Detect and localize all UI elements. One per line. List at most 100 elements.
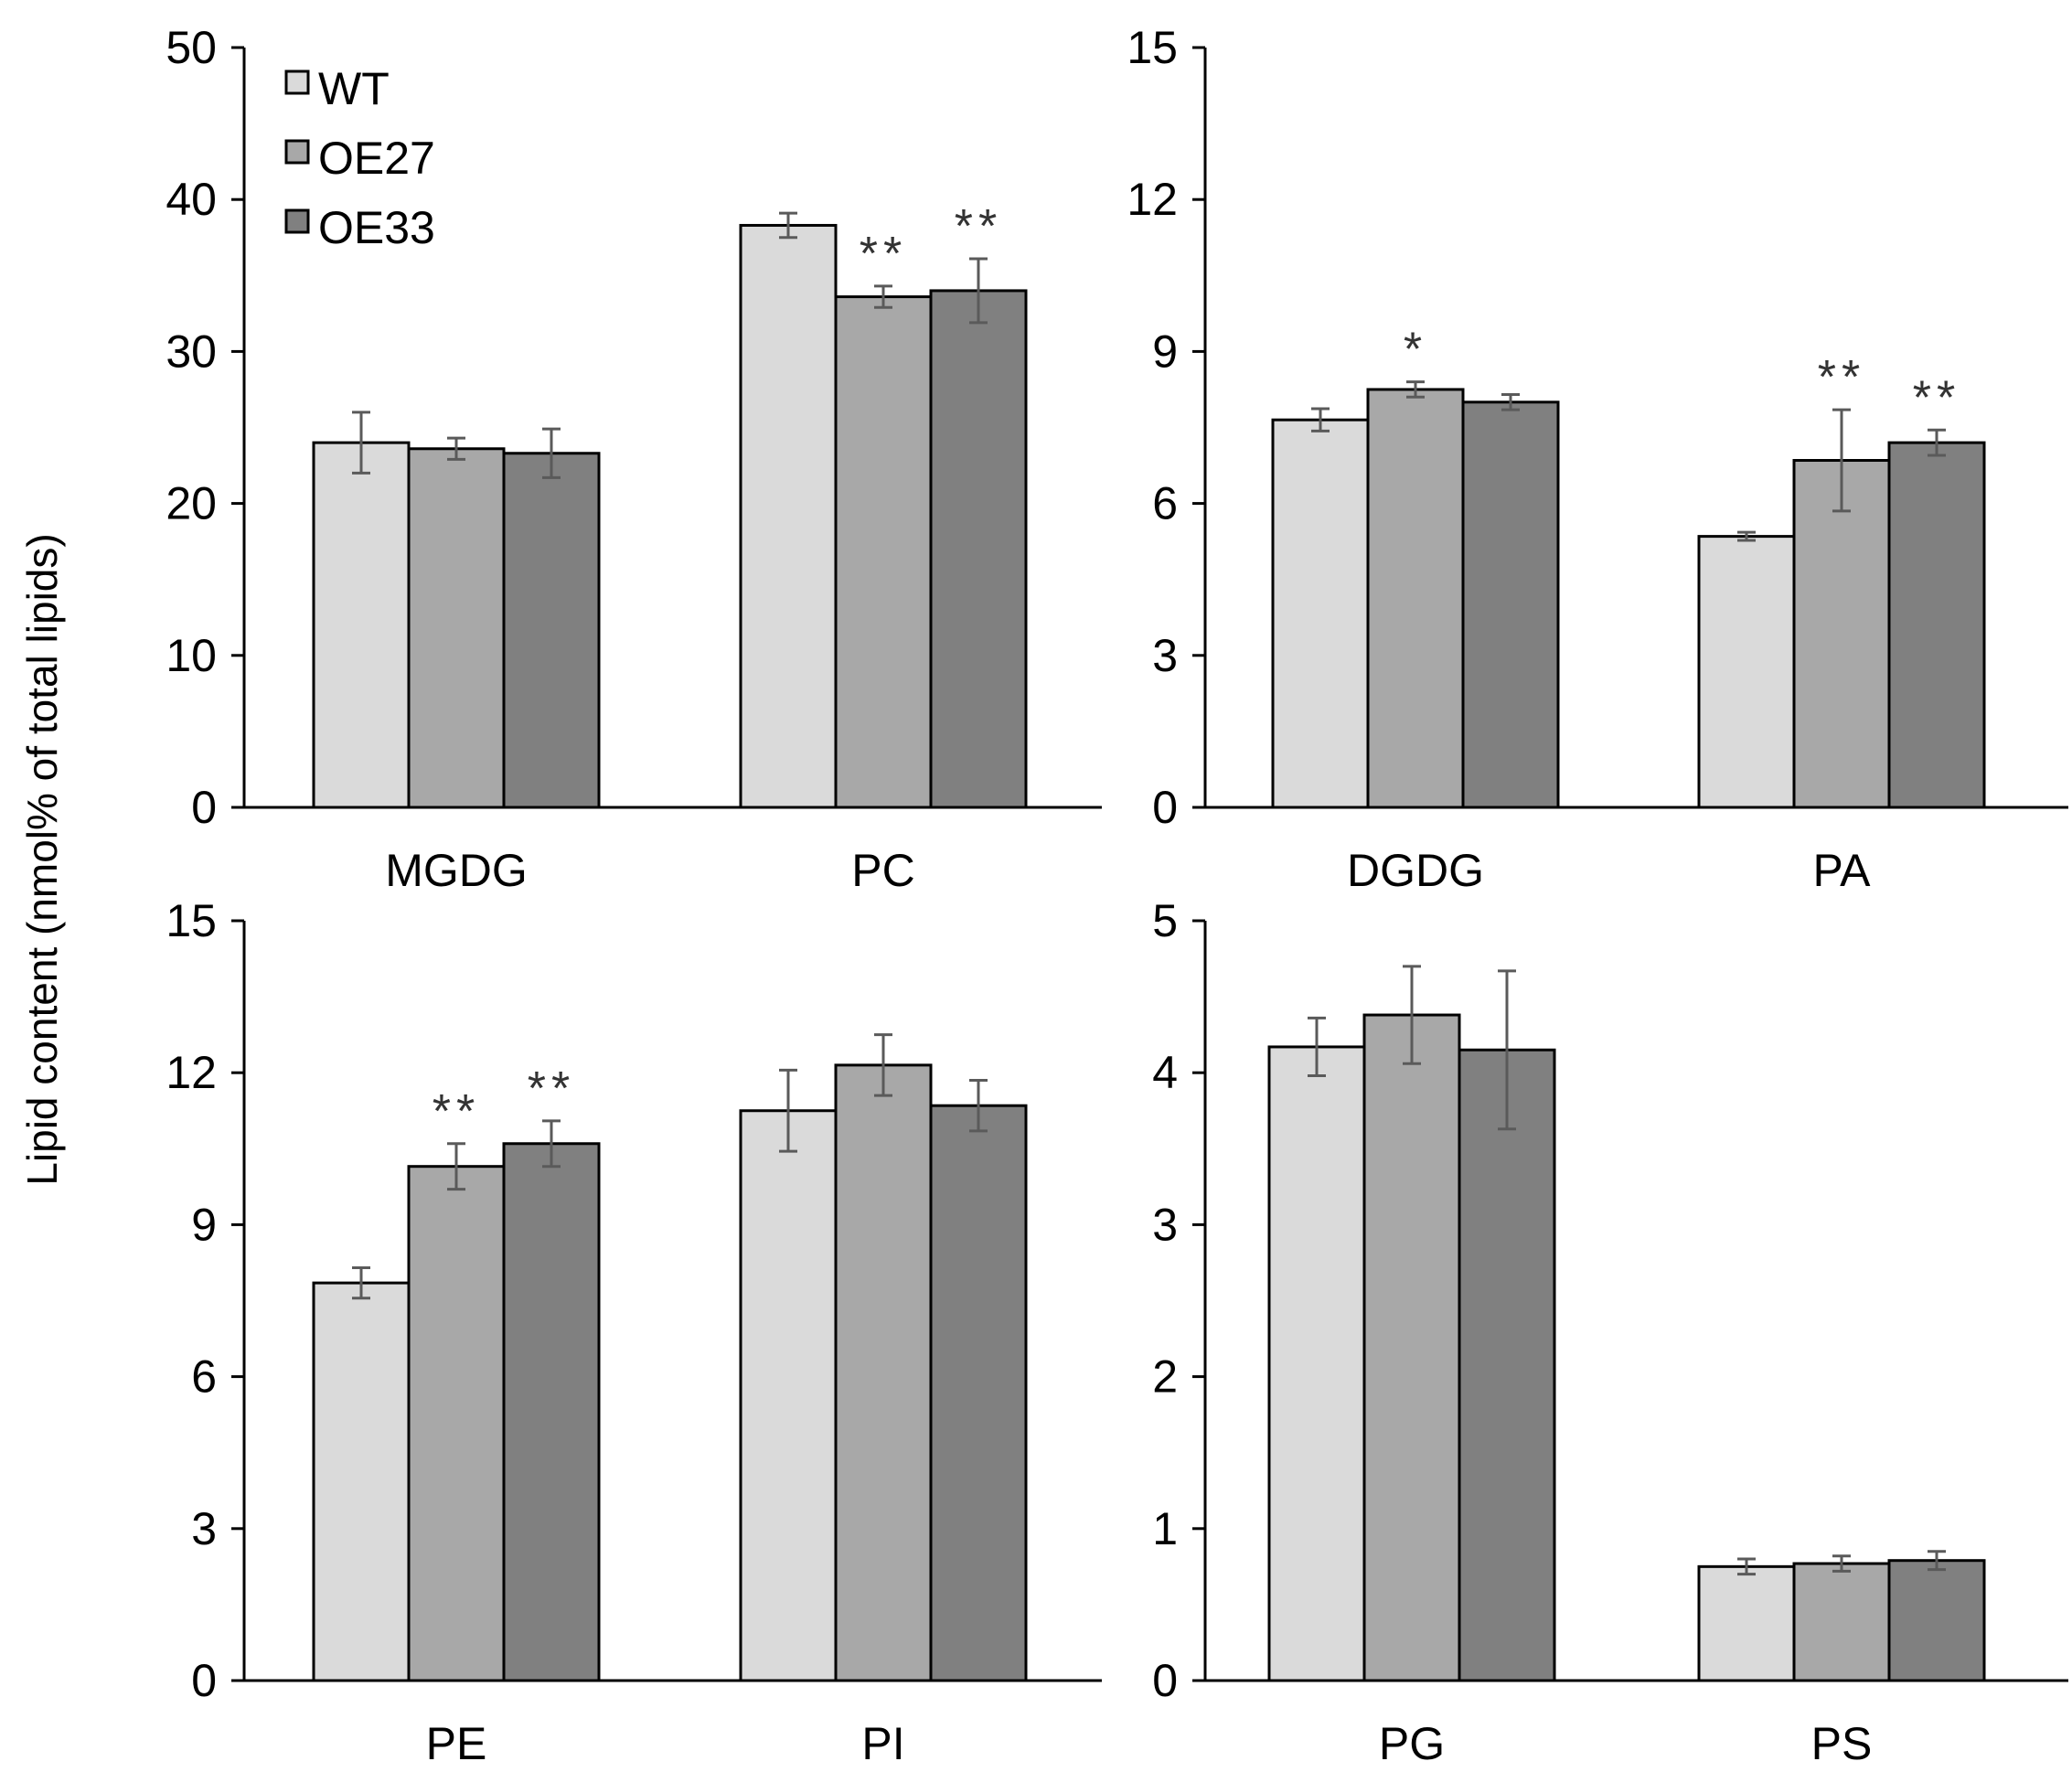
error-bar bbox=[1737, 1557, 1756, 1576]
y-tick-label: 9 bbox=[1152, 326, 1178, 377]
error-bar bbox=[1832, 1554, 1851, 1573]
y-tick-label: 1 bbox=[1152, 1503, 1178, 1554]
bar-wt-ps bbox=[1697, 1564, 1796, 1682]
y-tick-label: 50 bbox=[166, 22, 217, 73]
category-label-pi: PI bbox=[861, 1718, 904, 1769]
error-bar bbox=[447, 436, 465, 461]
bar-oe33-ps bbox=[1887, 1559, 1986, 1682]
category-label-ps: PS bbox=[1811, 1718, 1873, 1769]
error-bar bbox=[1501, 392, 1520, 411]
bar-wt-pa bbox=[1697, 535, 1796, 809]
error-bar bbox=[779, 211, 797, 240]
error-bar bbox=[779, 1068, 797, 1153]
bar-oe33-pg bbox=[1458, 1048, 1556, 1682]
error-bar bbox=[1737, 530, 1756, 542]
error-bar bbox=[969, 257, 988, 325]
y-tick-label: 4 bbox=[1152, 1047, 1178, 1098]
bar-oe27-ps bbox=[1792, 1562, 1891, 1682]
bar-wt-mgdg bbox=[312, 441, 411, 809]
error-bar bbox=[1928, 1550, 1946, 1572]
error-bar bbox=[1928, 428, 1946, 457]
bar-oe33-pa bbox=[1887, 441, 1986, 809]
bar-oe27-pc bbox=[834, 295, 933, 809]
y-tick-label: 5 bbox=[1152, 895, 1178, 946]
legend-label: WT bbox=[318, 63, 390, 114]
bar-wt-pg bbox=[1267, 1045, 1366, 1682]
y-tick-label: 20 bbox=[166, 478, 217, 529]
bar-oe27-pg bbox=[1362, 1013, 1461, 1682]
error-bar bbox=[447, 1142, 465, 1191]
significance-mark: * bbox=[1404, 324, 1427, 377]
bar-oe27-dgdg bbox=[1366, 388, 1465, 809]
y-tick-label: 12 bbox=[1127, 174, 1178, 225]
y-tick-label: 0 bbox=[191, 782, 217, 833]
y-axis-label: Lipid content (nmol% of total lipids) bbox=[18, 533, 66, 1185]
category-label-pc: PC bbox=[851, 845, 914, 896]
bar-oe27-pe bbox=[407, 1165, 506, 1682]
legend-item-oe27: OE27 bbox=[284, 133, 435, 184]
bar-wt-pi bbox=[739, 1109, 838, 1682]
bar-oe27-pi bbox=[834, 1063, 933, 1682]
error-bar bbox=[874, 284, 892, 309]
y-tick-label: 40 bbox=[166, 174, 217, 225]
error-bar bbox=[1308, 1016, 1326, 1078]
significance-mark: ** bbox=[1818, 351, 1865, 404]
significance-mark: ** bbox=[433, 1085, 480, 1138]
significance-mark: ** bbox=[955, 200, 1002, 253]
significance-mark: ** bbox=[860, 228, 907, 281]
chart-panel-bottom-left: 0 3 6 9 12 15 ** ** PE PI bbox=[166, 895, 1102, 1769]
legend-item-oe33: OE33 bbox=[284, 202, 435, 253]
bar-oe33-pi bbox=[929, 1104, 1028, 1682]
y-tick-label: 30 bbox=[166, 326, 217, 377]
category-label-pa: PA bbox=[1813, 845, 1872, 896]
y-tick-label: 12 bbox=[166, 1047, 217, 1098]
bar-wt-pe bbox=[312, 1281, 411, 1682]
y-tick-label: 0 bbox=[1152, 1655, 1178, 1706]
category-label-dgdg: DGDG bbox=[1347, 845, 1484, 896]
error-bar bbox=[1311, 407, 1330, 432]
bar-wt-pc bbox=[739, 223, 838, 809]
bar-oe27-mgdg bbox=[407, 447, 506, 809]
error-bar bbox=[352, 1265, 370, 1300]
bar-oe33-mgdg bbox=[502, 452, 601, 809]
legend-item-wt: WT bbox=[284, 63, 390, 114]
chart-panel-bottom-right: 0 1 2 3 4 5 PG PS bbox=[1152, 895, 2068, 1769]
error-bar bbox=[1406, 380, 1425, 399]
error-bar bbox=[542, 1119, 561, 1169]
bar-oe33-pc bbox=[929, 289, 1028, 809]
y-tick-label: 6 bbox=[191, 1351, 217, 1403]
significance-mark: ** bbox=[1913, 371, 1960, 424]
bar-oe33-pe bbox=[502, 1142, 601, 1682]
error-bar bbox=[1403, 965, 1421, 1065]
legend-swatch bbox=[284, 208, 310, 234]
y-tick-label: 3 bbox=[1152, 630, 1178, 681]
significance-mark: ** bbox=[528, 1062, 575, 1116]
bar-wt-dgdg bbox=[1271, 418, 1370, 809]
bar-oe33-dgdg bbox=[1461, 400, 1560, 809]
chart-panel-top-right: 0 3 6 9 12 15 * DGDG ** ** PA bbox=[1127, 22, 2068, 896]
error-bar bbox=[969, 1079, 988, 1133]
error-bar bbox=[542, 427, 561, 479]
category-label-mgdg: MGDG bbox=[385, 845, 528, 896]
y-tick-label: 6 bbox=[1152, 478, 1178, 529]
bar-oe27-pa bbox=[1792, 459, 1891, 809]
legend-label: OE33 bbox=[318, 202, 435, 253]
y-tick-label: 2 bbox=[1152, 1351, 1178, 1403]
y-tick-label: 0 bbox=[1152, 782, 1178, 833]
legend-label: OE27 bbox=[318, 133, 435, 184]
category-label-pg: PG bbox=[1379, 1718, 1445, 1769]
error-bar bbox=[352, 411, 370, 475]
legend: WT OE27 OE33 bbox=[284, 63, 435, 253]
y-tick-label: 15 bbox=[1127, 22, 1178, 73]
legend-swatch bbox=[284, 139, 310, 165]
category-label-pe: PE bbox=[426, 1718, 487, 1769]
y-tick-label: 15 bbox=[166, 895, 217, 946]
error-bar bbox=[1832, 408, 1851, 513]
chart-panel-top-left: 0 10 20 30 40 50 MGDG ** ** PC bbox=[166, 22, 1102, 896]
y-tick-label: 10 bbox=[166, 630, 217, 681]
y-tick-label: 3 bbox=[191, 1503, 217, 1554]
error-bar bbox=[874, 1033, 892, 1097]
legend-swatch bbox=[284, 69, 310, 95]
error-bar bbox=[1498, 969, 1516, 1131]
